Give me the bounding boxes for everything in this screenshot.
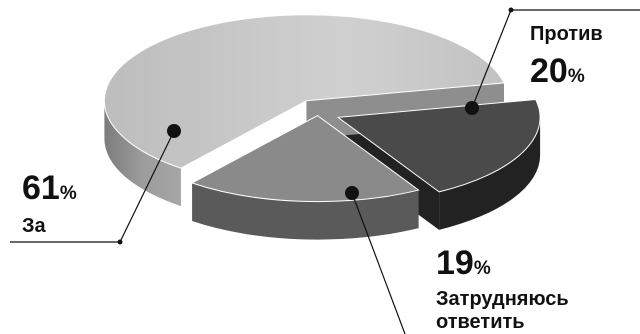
slice-marker-1 (465, 101, 479, 115)
slice-labels: 61% За 20% Против 19% Затрудняюсь ответить (22, 23, 603, 333)
slice-percent-sign-2: % (474, 258, 491, 279)
slice-percent-value-2: 19 (436, 244, 474, 282)
slice-percent-value-0: 61 (22, 169, 60, 207)
slice-percent-1: 20% (530, 52, 585, 90)
slice-label-line-0-0: За (22, 215, 47, 237)
pie-side-2 (192, 182, 419, 240)
slice-label-2: Затрудняюсь ответить (436, 288, 569, 333)
slice-label-1: Против (530, 23, 603, 45)
slice-label-line-1-0: Против (530, 23, 603, 45)
pie-slice-0 (103, 14, 505, 169)
slice-label-0: За (22, 215, 47, 237)
pie-side-0 (104, 100, 181, 207)
pie-side-1 (439, 117, 541, 230)
leader-dot-1 (508, 7, 514, 13)
slice-percent-2: 19% (436, 244, 491, 282)
slice-percent-value-1: 20 (530, 52, 568, 90)
leader-line-2 (351, 192, 406, 334)
pie-slice-2 (190, 114, 420, 203)
slice-marker-0 (167, 124, 181, 138)
slice-percent-sign-1: % (568, 66, 585, 87)
leader-lines (10, 7, 640, 334)
pie-slice-1 (336, 98, 541, 193)
slice-percent-sign-0: % (60, 183, 77, 204)
slice-label-line-2-0: Затрудняюсь (436, 288, 569, 310)
slice-marker-2 (345, 186, 359, 200)
leader-dot-0 (117, 239, 123, 245)
pie-tops (103, 14, 541, 203)
slice-label-line-2-1: ответить (436, 311, 525, 333)
slice-percent-0: 61% (22, 169, 77, 207)
